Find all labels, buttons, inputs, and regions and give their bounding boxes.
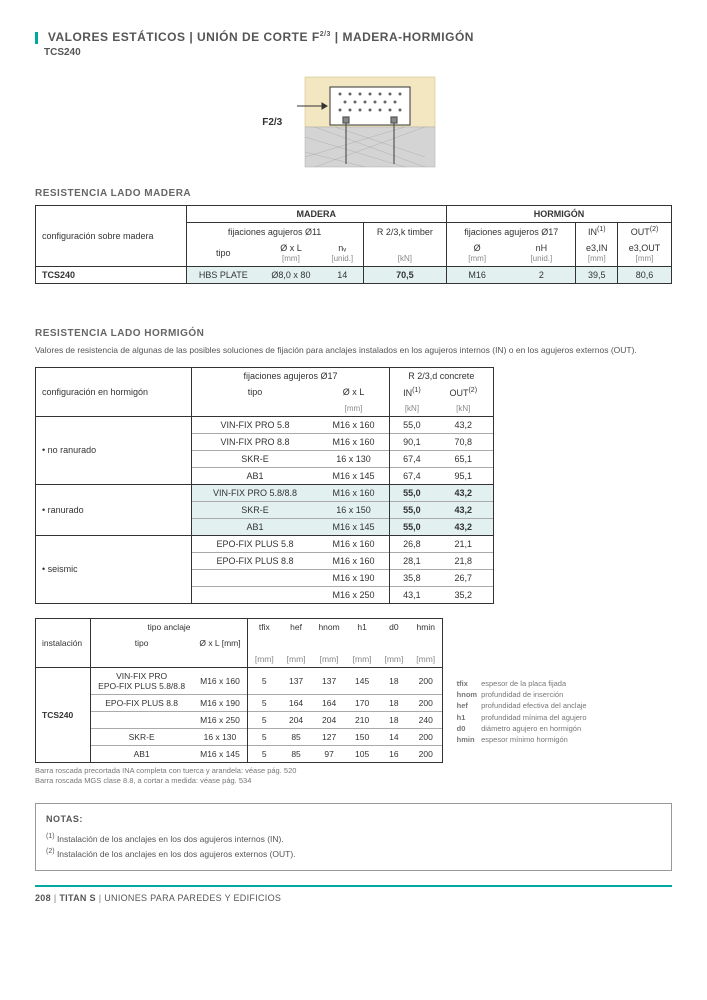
installation-table: instalación tipo anclaje tfixhefhnomh1d0…: [35, 618, 443, 763]
table-row: • ranuradoVIN-FIX PRO 5.8/8.8M16 x 16055…: [36, 484, 494, 501]
title-part-3: MADERA-HORMIGÓN: [342, 30, 474, 44]
section2-title: RESISTENCIA LADO HORMIGÓN: [35, 328, 672, 339]
legend-row: d0diámetro agujero en hormigón: [457, 723, 591, 734]
grp-madera: MADERA: [186, 206, 447, 223]
note-2: Instalación de los anclajes en los dos a…: [57, 849, 296, 859]
hdr-in: IN: [588, 227, 597, 237]
table-row: M16 x 250520420421018240: [36, 711, 443, 728]
table-row: EPO-FIX PLUS 8.8M16 x 190516416417018200: [36, 694, 443, 711]
cfg2-label: configuración en hormigón: [36, 367, 192, 416]
hdr-out: OUT: [631, 227, 650, 237]
notes-box: NOTAS: (1) Instalación de los anclajes e…: [35, 803, 672, 870]
page-number: 208: [35, 893, 51, 903]
page-title: VALORES ESTÁTICOS | UNIÓN DE CORTE F2/3 …: [35, 30, 672, 44]
table-row: TCS240 HBS PLATE Ø8,0 x 80 14 70,5 M16 2…: [36, 267, 672, 284]
table-row: • no ranuradoVIN-FIX PRO 5.8M16 x 16055,…: [36, 416, 494, 433]
legend-row: h1profundidad mínima del agujero: [457, 712, 591, 723]
diagram-label: F2/3: [262, 117, 282, 128]
legend-row: hnomprofundidad de inserción: [457, 689, 591, 700]
diagram-svg: [295, 72, 445, 172]
grp-hormigon: HORMIGÓN: [447, 206, 672, 223]
table-row: TCS240VIN-FIX PRO EPO-FIX PLUS 5.8/8.8M1…: [36, 667, 443, 694]
title-part-1: VALORES ESTÁTICOS: [48, 30, 186, 44]
accent-bar-icon: [35, 32, 38, 44]
notes-title: NOTAS:: [46, 812, 661, 826]
section2-intro: Valores de resistencia de algunas de las…: [35, 345, 672, 357]
hdr-r23k: R 2/3,k timber: [377, 227, 433, 237]
table-row: SKR-E16 x 13058512715014200: [36, 728, 443, 745]
product-code: TCS240: [44, 47, 672, 58]
legend-row: hminespesor mínimo hormigón: [457, 734, 591, 745]
legend-row: hefprofundidad efectiva del anclaje: [457, 700, 591, 711]
page-header: VALORES ESTÁTICOS | UNIÓN DE CORTE F2/3 …: [35, 30, 672, 58]
section1-title: RESISTENCIA LADO MADERA: [35, 188, 672, 199]
title-part-2: UNIÓN DE CORTE F: [197, 30, 320, 44]
cfg-label: configuración sobre madera: [36, 206, 187, 267]
legend-row: tfixespesor de la placa fijada: [457, 678, 591, 689]
connection-diagram: F2/3: [35, 72, 672, 172]
hdr-tipo: tipo: [186, 240, 260, 267]
table-footnotes: Barra roscada precortada INA completa co…: [35, 766, 672, 786]
hdr-fij17: fijaciones agujeros Ø17: [447, 223, 576, 241]
legend: tfixespesor de la placa fijadahnomprofun…: [457, 678, 591, 746]
hdr2-fij17: fijaciones agujeros Ø17: [192, 367, 390, 384]
footer-section: UNIONES PARA PAREDES Y EDIFICIOS: [104, 893, 281, 903]
note-1: Instalación de los anclajes en los dos a…: [57, 834, 284, 844]
table-row: • seismicEPO-FIX PLUS 5.8M16 x 16026,821…: [36, 535, 494, 552]
footer-brand: TITAN S: [59, 893, 95, 903]
concrete-resistance-table: configuración en hormigón fijaciones agu…: [35, 367, 494, 604]
table-row: AB1M16 x 1455859710516200: [36, 745, 443, 762]
hdr2-r23d: R 2/3,d concrete: [390, 367, 494, 384]
title-sub: 2/3: [320, 31, 331, 38]
hdr-fij11: fijaciones agujeros Ø11: [186, 223, 363, 241]
page-footer: 208 | TITAN S | UNIONES PARA PAREDES Y E…: [35, 885, 672, 903]
timber-resistance-table: configuración sobre madera MADERA HORMIG…: [35, 205, 672, 284]
